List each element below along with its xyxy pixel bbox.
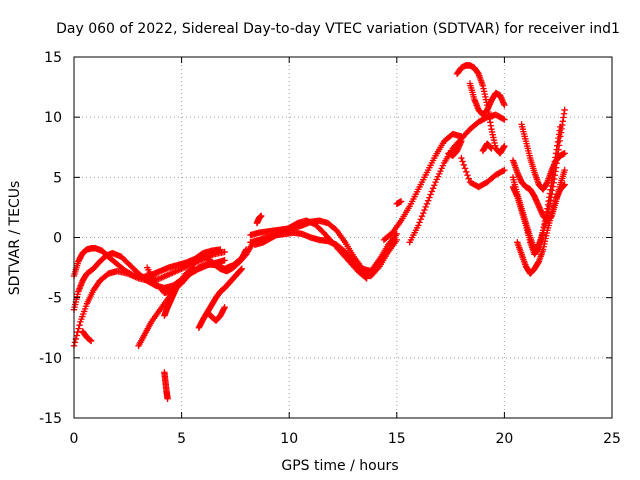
data-point — [221, 248, 228, 256]
y-tick-label: 5 — [53, 170, 62, 186]
data-point — [429, 185, 437, 192]
series-sat-v — [445, 138, 465, 159]
series-sat-n — [251, 217, 370, 282]
x-tick-label: 0 — [70, 431, 79, 447]
data-point — [561, 166, 568, 174]
x-tick-label: 25 — [603, 431, 621, 447]
data-points — [70, 62, 568, 402]
data-point — [501, 116, 508, 123]
data-point — [499, 167, 507, 175]
series-sat-t — [466, 80, 508, 118]
data-point — [561, 150, 568, 157]
data-point — [423, 200, 431, 208]
axis-ticks: 0 5 10 15 20 25 -15 -10 -5 0 5 10 15 — [39, 50, 621, 447]
data-point — [422, 203, 429, 211]
data-point — [238, 265, 246, 272]
data-point — [164, 395, 171, 402]
data-point — [426, 194, 433, 201]
data-point — [499, 115, 507, 123]
data-point — [501, 166, 508, 174]
data-point — [362, 274, 369, 281]
y-tick-label: 10 — [44, 110, 62, 126]
data-point — [458, 154, 465, 162]
series-sat-z — [514, 181, 568, 277]
series-sat-o — [253, 212, 265, 227]
series-sat-w — [479, 140, 495, 155]
series-sat-i — [204, 304, 228, 324]
series-sat-d — [79, 328, 95, 345]
data-point — [420, 209, 427, 217]
data-point — [557, 123, 564, 130]
y-axis-label: SDTVAR / TECUs — [7, 181, 23, 296]
data-point — [221, 257, 228, 264]
data-point — [221, 304, 228, 311]
data-point — [488, 145, 495, 152]
data-point — [417, 216, 424, 223]
y-tick-label: 0 — [53, 231, 62, 247]
data-point — [458, 138, 465, 145]
series-sat-h — [195, 265, 246, 331]
data-point — [501, 142, 508, 150]
y-tick-label: -15 — [39, 411, 62, 427]
data-point — [71, 339, 79, 346]
series-sat-ab — [509, 157, 568, 224]
series-sat-p — [380, 130, 465, 244]
series-sat-aa — [518, 121, 568, 193]
data-point — [428, 188, 436, 195]
data-point — [424, 197, 432, 204]
data-point — [418, 212, 426, 220]
data-point — [393, 236, 400, 244]
data-point — [375, 264, 382, 271]
data-point — [363, 275, 370, 282]
data-point — [415, 222, 422, 229]
data-point — [561, 106, 568, 114]
data-point — [431, 182, 438, 189]
data-point — [461, 165, 469, 172]
x-tick-label: 10 — [280, 431, 298, 447]
data-point — [393, 230, 400, 238]
data-point — [73, 332, 80, 339]
data-point — [459, 158, 466, 165]
data-point — [258, 212, 265, 220]
data-point — [74, 328, 81, 336]
x-tick-label: 5 — [177, 431, 186, 447]
data-point — [397, 198, 405, 205]
data-point — [501, 101, 508, 109]
data-point — [460, 161, 468, 169]
series-sat-r — [393, 198, 405, 208]
data-point — [464, 172, 471, 179]
data-point — [76, 321, 83, 329]
y-tick-label: -5 — [48, 291, 62, 307]
y-tick-label: 15 — [44, 50, 62, 66]
data-point — [463, 168, 470, 176]
x-tick-label: 15 — [388, 431, 406, 447]
data-point — [421, 206, 428, 214]
chart-title: Day 060 of 2022, Sidereal Day-to-day VTE… — [56, 21, 620, 37]
data-point — [416, 219, 423, 226]
data-point — [88, 337, 95, 345]
series-sat-s — [453, 62, 508, 157]
data-point — [75, 325, 82, 332]
series-sat-u — [458, 154, 508, 191]
data-point — [427, 191, 434, 198]
x-tick-label: 20 — [495, 431, 513, 447]
data-point — [465, 175, 472, 182]
y-tick-label: -10 — [39, 351, 62, 367]
x-axis-label: GPS time / hours — [281, 458, 398, 474]
series-sat-g — [161, 369, 171, 402]
